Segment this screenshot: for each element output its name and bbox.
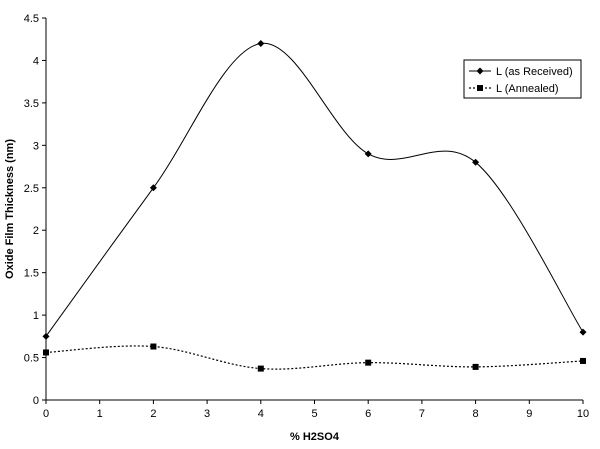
y-tick-label: 2.5 (24, 183, 39, 195)
data-point-annealed (365, 359, 372, 366)
x-tick-label: 0 (43, 408, 49, 420)
y-tick-label: 2 (33, 225, 39, 237)
legend: L (as Received) L (Annealed) (463, 59, 582, 99)
y-axis-ticks: 0 0.5 1 1.5 2 2.5 3 3.5 4 4.5 (24, 13, 46, 407)
x-tick-label: 3 (204, 408, 210, 420)
x-tick-label: 1 (97, 408, 103, 420)
data-point-annealed (150, 343, 157, 350)
x-axis-title: % H2SO4 (290, 431, 340, 443)
x-tick-label: 9 (526, 408, 532, 420)
legend-box (463, 59, 582, 99)
legend-label-annealed: L (Annealed) (496, 83, 559, 95)
data-point-annealed (257, 365, 264, 372)
data-point-as-received (472, 158, 480, 166)
series-line-annealed (45, 345, 584, 370)
data-point-annealed (472, 363, 479, 370)
data-point-annealed (580, 357, 586, 364)
series-line-as-received (45, 42, 584, 337)
y-tick-label: 3.5 (24, 98, 39, 110)
data-point-annealed (43, 349, 49, 356)
plot-area: 0 1 2 3 4 5 6 7 8 9 10 0 0.5 1 1.5 2 2.5 3 3.5 4 4.5 (24, 13, 589, 420)
x-tick-label: 8 (473, 408, 479, 420)
y-tick-label: 3 (33, 140, 39, 152)
data-point-as-received (257, 39, 265, 47)
series-layer (42, 39, 587, 372)
x-tick-label: 5 (311, 408, 317, 420)
data-point-as-received (579, 328, 587, 336)
data-point-as-received (149, 184, 157, 192)
y-tick-label: 1 (33, 310, 39, 322)
y-tick-label: 4 (33, 55, 39, 67)
x-tick-label: 7 (419, 408, 425, 420)
legend-label-as-received: L (as Received) (496, 66, 573, 78)
x-tick-label: 2 (150, 408, 156, 420)
y-tick-label: 0 (33, 395, 39, 407)
x-axis-ticks: 0 1 2 3 4 5 6 7 8 9 10 (43, 400, 589, 420)
legend-marker-diamond (476, 67, 484, 75)
data-point-as-received (42, 332, 50, 340)
legend-marker-square (477, 85, 483, 91)
y-axis-title: Oxide Film Thickness (nm) (4, 139, 16, 279)
y-tick-label: 4.5 (24, 13, 39, 25)
x-tick-label: 6 (365, 408, 371, 420)
y-tick-label: 0.5 (24, 353, 39, 365)
x-tick-label: 10 (577, 408, 589, 420)
y-tick-label: 1.5 (24, 268, 39, 280)
data-point-as-received (364, 150, 372, 158)
x-tick-label: 4 (258, 408, 264, 420)
